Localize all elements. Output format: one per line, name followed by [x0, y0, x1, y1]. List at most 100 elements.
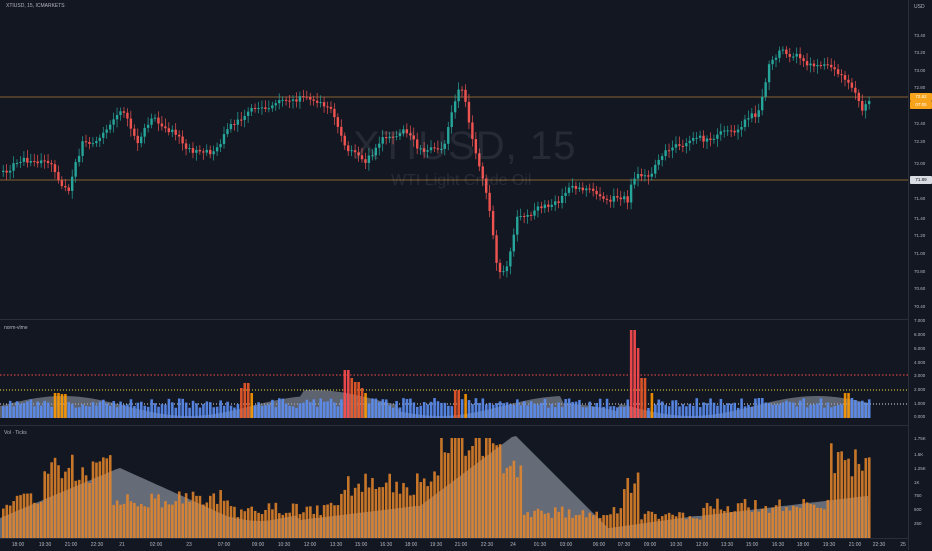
volume-bar: [516, 477, 519, 538]
vol-tick: 500: [914, 507, 922, 512]
volume-bar: [750, 512, 754, 538]
candle-body: [215, 147, 219, 152]
vol-pane-title[interactable]: Vol · Ticks: [4, 430, 27, 436]
candle-body: [409, 133, 412, 136]
volume-chart[interactable]: [0, 426, 908, 538]
norm-volume-chart[interactable]: [0, 320, 908, 425]
candle-body: [609, 199, 612, 202]
norm-volume-bar: [643, 378, 647, 418]
volume-bar: [843, 460, 847, 538]
volume-bar: [422, 478, 426, 538]
volume-bar: [419, 482, 423, 538]
volume-bar: [812, 504, 816, 538]
norm-volume-bar: [91, 402, 95, 418]
volume-bar: [602, 515, 605, 538]
volume-bar: [771, 507, 774, 538]
norm-volume-bar: [712, 402, 716, 418]
norm-volume-bar: [705, 403, 709, 418]
norm-volume-bar: [795, 406, 799, 418]
price-tick: 73.20: [914, 50, 926, 55]
candle-body: [336, 117, 340, 127]
volume-bar: [571, 517, 574, 538]
price-tick: 73.40: [914, 33, 926, 38]
candle-body: [574, 185, 578, 189]
norm-volume-bar: [288, 406, 291, 418]
norm-volume-pane[interactable]: norm-vlme: [0, 320, 932, 425]
volume-bar: [33, 502, 36, 538]
volume-bar: [436, 475, 440, 538]
volume-pane[interactable]: Vol · Ticks: [0, 426, 932, 538]
norm-volume-bar: [305, 399, 309, 418]
norm-volume-bar: [761, 398, 764, 418]
norm-volume-bar: [250, 393, 253, 418]
candle-body: [602, 196, 605, 199]
time-label: 19:30: [822, 542, 836, 548]
candle-body: [136, 135, 139, 144]
norm-volume-bar: [243, 383, 247, 418]
candle-body: [743, 119, 747, 128]
volume-bar: [716, 498, 719, 538]
pane-divider[interactable]: [0, 425, 932, 426]
volume-bar: [667, 512, 671, 538]
volume-bar: [39, 501, 43, 538]
norm-volume-bar: [688, 403, 692, 418]
volume-bar: [222, 500, 226, 538]
volume-bar: [333, 505, 336, 538]
volume-bar: [754, 500, 757, 538]
price-chart[interactable]: [0, 0, 908, 319]
volume-bar: [547, 512, 550, 538]
norm-volume-bar: [46, 402, 50, 418]
norm-volume-bar: [519, 405, 523, 418]
volume-bar: [329, 502, 333, 538]
volume-bar: [129, 501, 133, 538]
candle-body: [212, 151, 215, 155]
volume-bar: [491, 443, 495, 538]
candle-body: [764, 82, 767, 97]
volume-bar: [236, 517, 240, 538]
candle-body: [426, 150, 429, 152]
norm-volume-bar: [205, 401, 209, 418]
volume-bar: [384, 482, 388, 538]
price-pane[interactable]: XTIUSD, 15 WTI Light Crude Oil XTIUSD, 1…: [0, 0, 932, 319]
time-label: 16:30: [771, 542, 785, 548]
vol-tick: 250: [914, 521, 922, 526]
norm-volume-bar: [709, 398, 712, 418]
volume-bar: [181, 503, 184, 538]
volume-bar: [609, 514, 612, 538]
norm-volume-bar: [757, 398, 761, 418]
pane-divider[interactable]: [0, 319, 932, 320]
norm-volume-bar: [843, 393, 847, 418]
time-axis[interactable]: 18:00 19:30 21:00 22:30 21 02:00 23 07:0…: [0, 538, 908, 551]
volume-bar: [740, 502, 743, 538]
candle-body: [678, 144, 681, 146]
symbol-label[interactable]: XTIUSD, 15, ICMARKETS: [6, 3, 65, 9]
norm-volume-bar: [450, 406, 454, 418]
candle-body: [350, 150, 353, 152]
price-axis[interactable]: [908, 0, 932, 550]
norm-volume-bar: [140, 401, 143, 418]
candle-body: [36, 161, 39, 164]
candle-body: [761, 96, 764, 111]
norm-volume-bar: [612, 406, 616, 418]
norm-volume-bar: [419, 405, 423, 418]
norm-volume-bar: [447, 405, 450, 418]
norm-volume-bar: [278, 398, 281, 418]
norm-pane-title[interactable]: norm-vlme: [4, 325, 28, 331]
volume-bar: [378, 487, 381, 538]
volume-bar: [526, 512, 529, 538]
candle-body: [567, 187, 571, 193]
candle-body: [102, 132, 105, 138]
volume-bar: [685, 519, 688, 538]
time-label: 18:00: [404, 542, 418, 548]
norm-volume-bar: [309, 402, 312, 418]
volume-bar: [416, 473, 419, 538]
volume-bar: [412, 494, 416, 538]
norm-volume-bar: [171, 402, 174, 418]
norm-volume-bar: [267, 404, 271, 418]
candle-body: [91, 143, 95, 145]
volume-bar: [585, 517, 588, 538]
norm-volume-bar: [702, 402, 705, 418]
countdown-tag: 07:05: [910, 101, 932, 109]
norm-volume-bar: [98, 401, 102, 418]
norm-volume-bar: [512, 404, 516, 418]
